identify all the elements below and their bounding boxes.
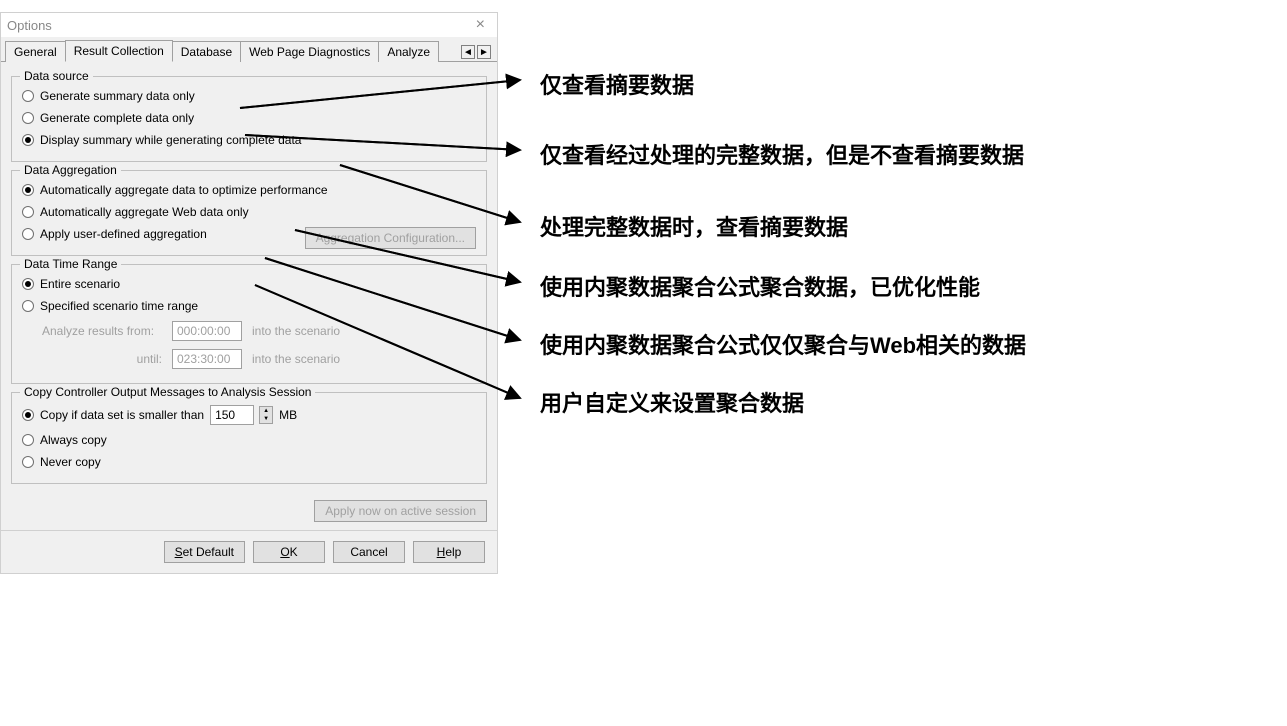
radio-icon [22,90,34,102]
radio-always-copy[interactable]: Always copy [22,429,476,451]
radio-specified-range[interactable]: Specified scenario time range [22,295,476,317]
tab-content: Data source Generate summary data only G… [1,62,497,530]
radio-label: Copy if data set is smaller than [40,408,204,422]
window-title: Options [7,18,52,33]
copy-output-group: Copy Controller Output Messages to Analy… [11,392,487,484]
annotation-4: 使用内聚数据聚合公式聚合数据，已优化性能 [540,270,980,302]
radio-icon [22,228,34,240]
close-icon[interactable]: × [470,16,491,34]
copy-output-legend: Copy Controller Output Messages to Analy… [20,385,315,399]
set-default-button[interactable]: Set Default [164,541,245,563]
radio-label: Automatically aggregate data to optimize… [40,183,328,197]
annotation-3: 处理完整数据时，查看摘要数据 [540,210,848,242]
annotation-2: 仅查看经过处理的完整数据，但是不查看摘要数据 [540,138,1024,170]
radio-label: Generate summary data only [40,89,195,103]
radio-icon [22,300,34,312]
time-until-row: until: into the scenario [22,345,476,373]
radio-icon [22,278,34,290]
radio-icon [22,206,34,218]
radio-icon [22,112,34,124]
radio-label: Automatically aggregate Web data only [40,205,249,219]
titlebar: Options × [1,13,497,37]
radio-icon [22,184,34,196]
radio-label: Apply user-defined aggregation [40,227,207,241]
annotation-5: 使用内聚数据聚合公式仅仅聚合与Web相关的数据 [540,328,1026,360]
radio-icon [22,456,34,468]
radio-never-copy[interactable]: Never copy [22,451,476,473]
radio-summary-only[interactable]: Generate summary data only [22,85,476,107]
data-source-group: Data source Generate summary data only G… [11,76,487,162]
cancel-button[interactable]: Cancel [333,541,405,563]
tab-general[interactable]: General [5,41,66,62]
into-scenario-label: into the scenario [252,324,340,338]
data-aggregation-legend: Data Aggregation [20,163,121,177]
tabstrip: General Result Collection Database Web P… [1,37,497,62]
from-label: Analyze results from: [42,324,162,338]
data-aggregation-group: Data Aggregation Automatically aggregate… [11,170,487,256]
radio-label: Specified scenario time range [40,299,198,313]
radio-auto-aggregate-web[interactable]: Automatically aggregate Web data only [22,201,476,223]
copy-size-input[interactable] [210,405,254,425]
radio-label: Display summary while generating complet… [40,133,301,147]
copy-size-spinner[interactable]: ▲ ▼ [259,406,273,424]
radio-label: Entire scenario [40,277,120,291]
annotation-1: 仅查看摘要数据 [540,68,694,100]
tab-scroll-left-icon[interactable]: ◄ [461,45,475,59]
options-dialog: Options × General Result Collection Data… [0,12,498,574]
tab-scroll-right-icon[interactable]: ► [477,45,491,59]
radio-copy-if-smaller[interactable]: Copy if data set is smaller than ▲ ▼ MB [22,401,476,429]
tab-result-collection[interactable]: Result Collection [65,40,173,62]
data-time-range-legend: Data Time Range [20,257,121,271]
radio-auto-aggregate[interactable]: Automatically aggregate data to optimize… [22,179,476,201]
radio-icon [22,409,34,421]
radio-complete-only[interactable]: Generate complete data only [22,107,476,129]
aggregation-config-button: Aggregation Configuration... [305,227,476,249]
tab-web-page-diagnostics[interactable]: Web Page Diagnostics [240,41,379,62]
radio-label: Always copy [40,433,107,447]
time-until-input [172,349,242,369]
apply-row: Apply now on active session [11,492,487,522]
time-from-row: Analyze results from: into the scenario [22,317,476,345]
ok-button[interactable]: OK [253,541,325,563]
radio-label: Generate complete data only [40,111,194,125]
into-scenario-label: into the scenario [252,352,340,366]
data-time-range-group: Data Time Range Entire scenario Specifie… [11,264,487,384]
tab-analyze[interactable]: Analyze [378,41,439,62]
radio-entire-scenario[interactable]: Entire scenario [22,273,476,295]
copy-size-unit: MB [279,408,297,422]
spinner-down-icon[interactable]: ▼ [260,415,272,423]
help-button[interactable]: Help [413,541,485,563]
spinner-up-icon[interactable]: ▲ [260,407,272,415]
apply-now-button: Apply now on active session [314,500,487,522]
radio-icon [22,134,34,146]
until-label: until: [42,352,162,366]
time-from-input [172,321,242,341]
tab-database[interactable]: Database [172,41,241,62]
tab-scroll: ◄ ► [461,45,493,61]
dialog-footer: Set Default OK Cancel Help [1,530,497,573]
data-source-legend: Data source [20,69,93,83]
annotation-6: 用户自定义来设置聚合数据 [540,386,804,418]
radio-label: Never copy [40,455,101,469]
radio-display-summary-while[interactable]: Display summary while generating complet… [22,129,476,151]
radio-icon [22,434,34,446]
